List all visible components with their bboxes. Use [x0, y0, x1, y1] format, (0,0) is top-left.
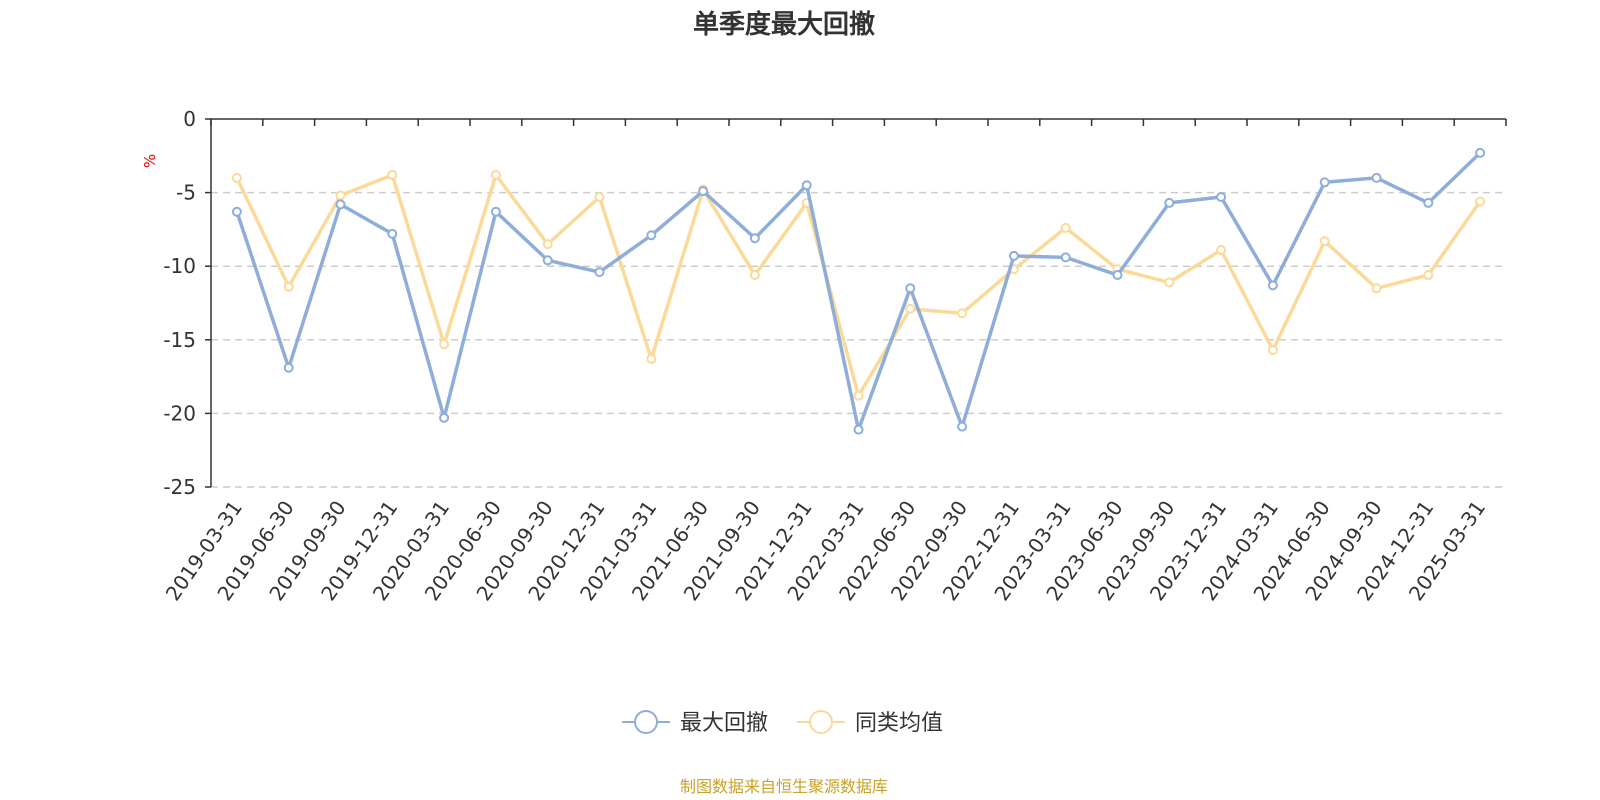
axes — [205, 118, 1507, 488]
data-point — [801, 180, 812, 191]
data-point — [646, 353, 657, 364]
data-point — [749, 233, 760, 244]
y-axis-tick-labels: 0 -5 -10 -15 -20 -25 — [163, 107, 196, 499]
series-line — [235, 173, 1482, 398]
data-point — [1267, 280, 1278, 291]
data-point — [1164, 197, 1175, 208]
data-point — [335, 199, 346, 210]
legend-item[interactable]: 最大回撤 — [622, 710, 768, 736]
y-tick-label: -15 — [163, 328, 196, 352]
x-axis-tick-labels: 2019-03-312019-06-302019-09-302019-12-31… — [161, 496, 1491, 605]
data-point — [1475, 147, 1486, 158]
legend-circle-symbol — [634, 710, 658, 734]
grid-lines — [211, 191, 1506, 488]
data-point — [1319, 236, 1330, 247]
data-point — [1216, 245, 1227, 256]
y-tick-label: -20 — [163, 401, 196, 425]
data-point — [957, 308, 968, 319]
chart-title: 单季度最大回撤 — [693, 9, 875, 40]
data-point — [646, 230, 657, 241]
data-point — [283, 281, 294, 292]
data-point — [957, 421, 968, 432]
data-point — [1371, 172, 1382, 183]
data-point — [439, 412, 450, 423]
y-tick-label: -10 — [163, 254, 196, 278]
data-point — [1423, 197, 1434, 208]
legend-item[interactable]: 同类均值 — [797, 710, 943, 736]
series-lines — [231, 147, 1486, 435]
legend-label: 最大回撤 — [680, 711, 768, 736]
data-point — [905, 303, 916, 314]
y-axis-unit: % — [141, 154, 159, 168]
y-tick-label: -5 — [176, 181, 196, 205]
data-point — [594, 267, 605, 278]
data-point — [490, 169, 501, 180]
data-source-note: 制图数据来自恒生聚源数据库 — [680, 777, 888, 796]
data-point — [594, 192, 605, 203]
data-point — [335, 190, 346, 201]
data-point — [1008, 250, 1019, 261]
legend-circle-symbol — [809, 710, 833, 734]
data-point — [1423, 270, 1434, 281]
data-point — [1475, 196, 1486, 207]
data-point — [1371, 283, 1382, 294]
data-point — [905, 283, 916, 294]
y-tick-label: -25 — [163, 475, 196, 499]
data-point — [490, 206, 501, 217]
data-point — [439, 339, 450, 350]
data-point — [1164, 277, 1175, 288]
data-point — [749, 270, 760, 281]
data-point — [387, 169, 398, 180]
legend[interactable]: 最大回撤 同类均值 — [622, 710, 943, 736]
data-point — [542, 255, 553, 266]
series-line — [235, 151, 1482, 432]
data-point — [283, 362, 294, 373]
data-point — [1060, 222, 1071, 233]
data-point — [231, 172, 242, 183]
data-point — [853, 390, 864, 401]
y-tick-label: 0 — [183, 107, 196, 131]
data-point — [1060, 252, 1071, 263]
data-point — [231, 206, 242, 217]
data-point — [387, 228, 398, 239]
data-point — [1319, 177, 1330, 188]
data-point — [698, 186, 709, 197]
data-point — [1267, 345, 1278, 356]
legend-label: 同类均值 — [855, 711, 943, 736]
data-point — [1216, 192, 1227, 203]
data-point — [542, 239, 553, 250]
data-point — [853, 424, 864, 435]
data-point — [1112, 270, 1123, 281]
